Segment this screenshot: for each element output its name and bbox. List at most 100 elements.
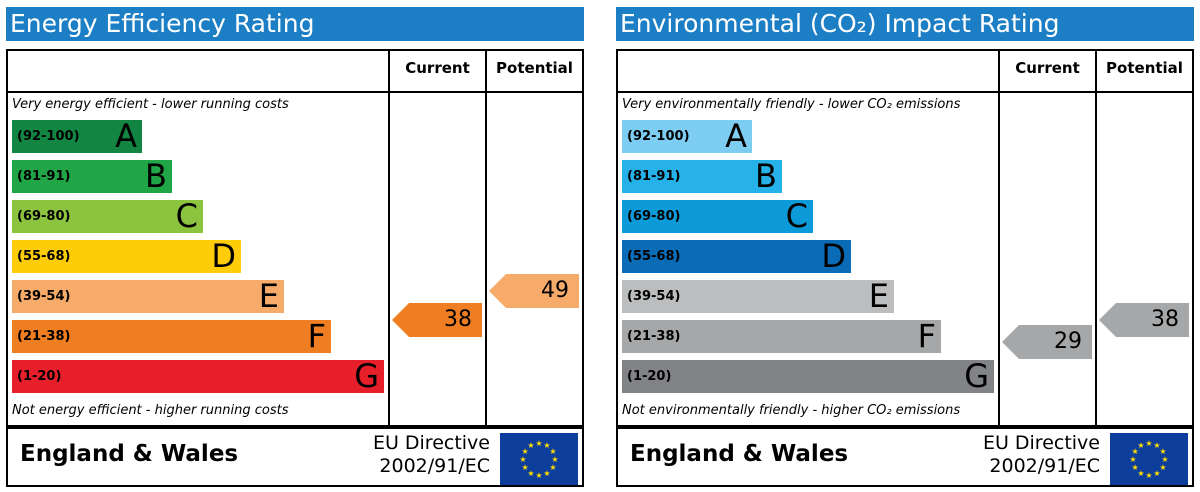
eu-star-icon: ★: [535, 471, 542, 480]
current-header: Current: [405, 59, 470, 77]
potential-header: Potential: [496, 59, 573, 77]
top-description: Very energy efficient - lower running co…: [12, 97, 289, 112]
eu-star-icon: ★: [1153, 469, 1160, 478]
eu-star-icon: ★: [527, 441, 534, 450]
band-e-range: (39-54): [627, 289, 681, 304]
potential-header: Potential: [1106, 59, 1183, 77]
band-d-range: (55-68): [627, 249, 681, 264]
eu-star-icon: ★: [549, 447, 556, 456]
band-d-letter: D: [821, 237, 846, 275]
band-g-range: (1-20): [17, 369, 62, 384]
eu-star-icon: ★: [522, 463, 529, 472]
current-arrow-shape: [392, 303, 482, 337]
eu-star-icon: ★: [543, 469, 550, 478]
current-rating-value: 38: [444, 307, 472, 332]
top-description: Very environmentally friendly - lower CO…: [622, 97, 961, 112]
directive-line-1: EU Directive: [982, 432, 1100, 454]
potential-rating-arrow: 38: [1099, 303, 1189, 337]
band-b-letter: B: [755, 157, 777, 195]
band-c-range: (69-80): [627, 209, 681, 224]
band-a-letter: A: [115, 117, 137, 155]
eu-star-icon: ★: [535, 439, 542, 448]
band-g-letter: G: [354, 357, 379, 395]
band-c-letter: C: [175, 197, 198, 235]
band-g-range: (1-20): [627, 369, 672, 384]
eu-star-icon: ★: [551, 455, 558, 464]
environmental-impact-panel: Environmental (CO₂) Impact Rating Curren…: [616, 7, 1194, 487]
band-f-letter: F: [917, 317, 936, 355]
bottom-description: Not energy efficient - higher running co…: [12, 403, 289, 418]
eu-star-icon: ★: [1159, 463, 1166, 472]
band-e: (39-54) E: [12, 277, 284, 315]
eu-directive-label: EU Directive 2002/91/EC: [983, 432, 1100, 478]
directive-line-1: EU Directive: [372, 432, 490, 454]
band-a-letter: A: [725, 117, 747, 155]
band-e-letter: E: [868, 277, 889, 315]
directive-line-2: 2002/91/EC: [989, 455, 1100, 477]
current-header: Current: [1015, 59, 1080, 77]
band-e-letter: E: [258, 277, 279, 315]
eu-star-icon: ★: [527, 469, 534, 478]
potential-arrow-shape: [1099, 303, 1189, 337]
eu-star-icon: ★: [1129, 455, 1136, 464]
current-column-divider: [998, 51, 1000, 427]
environment-chart-frame: Current Potential Very environmentally f…: [616, 49, 1194, 429]
potential-rating-value: 49: [541, 278, 569, 303]
band-f-letter: F: [307, 317, 326, 355]
band-b: (81-91) B: [622, 157, 782, 195]
current-rating-arrow: 38: [392, 303, 482, 337]
band-b-range: (81-91): [627, 169, 681, 184]
band-b: (81-91) B: [12, 157, 172, 195]
band-c-letter: C: [785, 197, 808, 235]
band-b-letter: B: [145, 157, 167, 195]
band-d-letter: D: [211, 237, 236, 275]
eu-flag-icon: ★ ★ ★ ★ ★ ★ ★ ★ ★ ★ ★ ★: [500, 433, 578, 485]
current-rating-value: 29: [1054, 329, 1082, 354]
eu-star-icon: ★: [1159, 447, 1166, 456]
band-b-range: (81-91): [17, 169, 71, 184]
environment-footer: England & Wales EU Directive 2002/91/EC …: [616, 425, 1194, 487]
current-column-divider: [388, 51, 390, 427]
band-f-range: (21-38): [17, 329, 71, 344]
band-a: (92-100) A: [622, 117, 752, 155]
environment-title: Environmental (CO₂) Impact Rating: [616, 7, 1194, 41]
eu-star-icon: ★: [1137, 441, 1144, 450]
band-f: (21-38) F: [12, 317, 331, 355]
band-a: (92-100) A: [12, 117, 142, 155]
band-d: (55-68) D: [622, 237, 851, 275]
band-c-range: (69-80): [17, 209, 71, 224]
band-c: (69-80) C: [622, 197, 813, 235]
potential-rating-value: 38: [1151, 307, 1179, 332]
band-g: (1-20) G: [622, 357, 994, 395]
band-a-range: (92-100): [627, 129, 690, 144]
eu-star-icon: ★: [1137, 469, 1144, 478]
eu-star-icon: ★: [1161, 455, 1168, 464]
eu-flag-icon: ★ ★ ★ ★ ★ ★ ★ ★ ★ ★ ★ ★: [1110, 433, 1188, 485]
country-label: England & Wales: [20, 441, 239, 467]
potential-column-divider: [485, 51, 487, 427]
band-f-range: (21-38): [627, 329, 681, 344]
eu-star-icon: ★: [519, 455, 526, 464]
potential-column-divider: [1095, 51, 1097, 427]
bottom-description: Not environmentally friendly - higher CO…: [622, 403, 961, 418]
potential-rating-arrow: 49: [489, 274, 579, 308]
band-e: (39-54) E: [622, 277, 894, 315]
current-rating-arrow: 29: [1002, 325, 1092, 359]
band-a-range: (92-100): [17, 129, 80, 144]
eu-star-icon: ★: [522, 447, 529, 456]
eu-star-icon: ★: [1132, 447, 1139, 456]
energy-title: Energy Efficiency Rating: [6, 7, 584, 41]
band-d: (55-68) D: [12, 237, 241, 275]
energy-efficiency-panel: Energy Efficiency Rating Current Potenti…: [6, 7, 584, 487]
band-e-range: (39-54): [17, 289, 71, 304]
country-label: England & Wales: [630, 441, 849, 467]
potential-arrow-shape: [489, 274, 579, 308]
eu-star-icon: ★: [1153, 441, 1160, 450]
eu-star-icon: ★: [549, 463, 556, 472]
energy-chart-frame: Current Potential Very energy efficient …: [6, 49, 584, 429]
current-arrow-shape: [1002, 325, 1092, 359]
eu-star-icon: ★: [1132, 463, 1139, 472]
directive-line-2: 2002/91/EC: [379, 455, 490, 477]
band-g: (1-20) G: [12, 357, 384, 395]
band-g-letter: G: [964, 357, 989, 395]
